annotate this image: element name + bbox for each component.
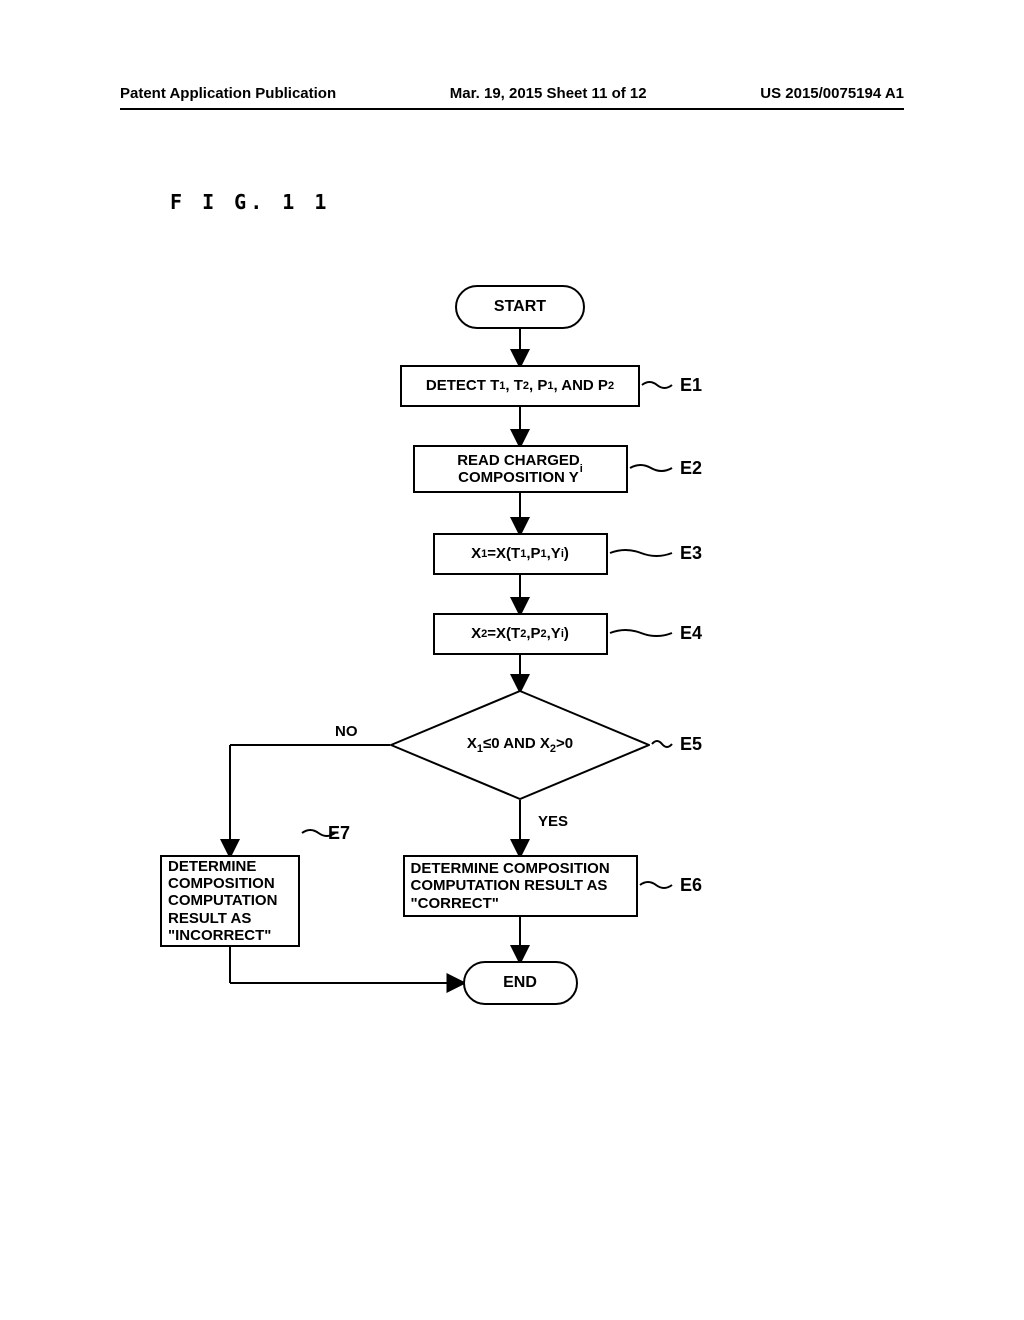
e5-decision: X1≤0 AND X2>0 [390, 690, 650, 800]
e4-process: X2=X(T2,P2,Yi) [433, 613, 608, 655]
step-label-e1: E1 [680, 375, 702, 396]
step-label-e6: E6 [680, 875, 702, 896]
step-label-e4: E4 [680, 623, 702, 644]
e7-process: DETERMINECOMPOSITIONCOMPUTATIONRESULT AS… [160, 855, 300, 947]
e2-process: READ CHARGEDCOMPOSITION Yi [413, 445, 628, 493]
branch-label-yes: YES [538, 813, 568, 830]
header-right: US 2015/0075194 A1 [760, 85, 904, 102]
e3-process: X1=X(T1,P1,Yi) [433, 533, 608, 575]
end-terminator: END [463, 961, 578, 1005]
figure-label: F I G. 1 1 [170, 190, 330, 214]
step-label-e3: E3 [680, 543, 702, 564]
start-terminator: START [455, 285, 585, 329]
header-center: Mar. 19, 2015 Sheet 11 of 12 [450, 85, 647, 102]
step-label-e5: E5 [680, 734, 702, 755]
header-rule [120, 108, 904, 110]
header-left: Patent Application Publication [120, 85, 336, 102]
branch-label-no: NO [335, 723, 358, 740]
step-label-e2: E2 [680, 458, 702, 479]
e1-process: DETECT T1, T2, P1, AND P2 [400, 365, 640, 407]
step-label-e7: E7 [328, 823, 350, 844]
e6-process: DETERMINE COMPOSITIONCOMPUTATION RESULT … [403, 855, 638, 917]
